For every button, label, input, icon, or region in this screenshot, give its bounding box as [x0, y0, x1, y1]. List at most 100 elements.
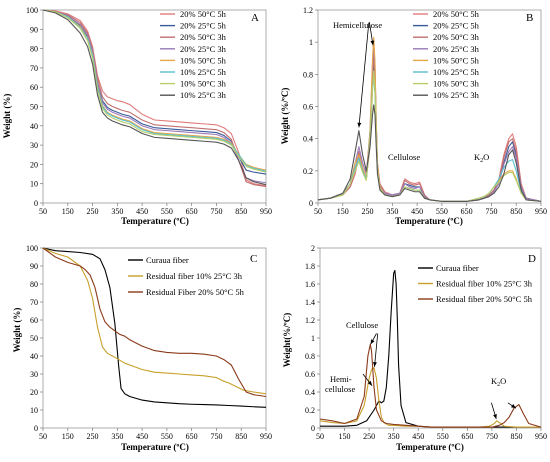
legend-entry: 20% 25°C 3h — [180, 44, 227, 54]
legend-entry: 10% 50°C 3h — [433, 79, 480, 89]
panel-d: D Weight(%/ºC) Temperature (ºC) Cellulos… — [282, 244, 547, 452]
x-tick-label: 950 — [535, 432, 547, 441]
x-tick-label: 750 — [210, 207, 222, 216]
x-tick-label: 950 — [260, 432, 272, 441]
y-axis-title: Weight (%) — [12, 308, 22, 353]
y-axis-title: Weight(%/ºC) — [282, 313, 292, 367]
x-tick-label: 550 — [436, 207, 448, 216]
legend-entry: 20% 50°C 5h — [180, 9, 227, 19]
y-tick-label: 0.2 — [303, 167, 313, 176]
y-tick-label: 0 — [34, 199, 38, 208]
y-tick-label: 40 — [30, 352, 38, 361]
x-tick-label: 50 — [316, 432, 324, 441]
x-tick-label: 950 — [535, 207, 547, 216]
legend-entry: Residual fiber 20% 50°C 5h — [436, 294, 533, 304]
y-tick-label: 60 — [30, 83, 38, 92]
x-tick-label: 750 — [486, 432, 498, 441]
series-line-4 — [42, 9, 267, 184]
y-tick-label: 1.2 — [305, 316, 315, 325]
k2o-tail: O — [500, 376, 506, 386]
y-tick-label: 80 — [30, 280, 38, 289]
x-axis-title: Temperature (ºC) — [121, 442, 189, 452]
series-line-3 — [319, 343, 542, 428]
y-tick-label: 0 — [34, 424, 38, 433]
y-tick-label: 70 — [30, 298, 38, 307]
annotation-arrow — [358, 22, 370, 128]
y-tick-label: 0 — [311, 424, 315, 433]
y-tick-label: 50 — [30, 103, 38, 112]
panel-a: A Weight (%) Temperature (ºC) 50 150 250 35… — [2, 6, 272, 226]
x-tick-label: 450 — [136, 207, 148, 216]
legend-entry: 10% 50°C 5h — [180, 55, 227, 65]
x-tick-label: 350 — [111, 207, 123, 216]
panel-c: C Weight (%) Temperature (ºC) 50 150 250 35… — [12, 244, 272, 452]
legend-entry: 10% 25°C 5h — [180, 67, 227, 77]
k2o-label: K2O — [491, 376, 506, 388]
annotation-arrow — [374, 333, 379, 367]
x-tick-label: 150 — [62, 432, 74, 441]
k2o-tail: O — [483, 152, 489, 162]
y-tick-label: 30 — [30, 141, 38, 150]
y-tick-label: 70 — [30, 64, 38, 73]
series-line-3 — [42, 247, 267, 398]
y-tick-label: 10 — [30, 180, 38, 189]
x-tick-label: 550 — [437, 432, 449, 441]
k2o-subscript: 2 — [480, 158, 483, 164]
series-line-7 — [317, 70, 542, 202]
x-tick-label: 350 — [386, 207, 398, 216]
y-tick-label: 1 — [309, 38, 313, 47]
y-axis-title: Weight (%/ºC) — [280, 88, 290, 145]
plot-frame — [42, 9, 267, 204]
x-tick-label: 450 — [136, 432, 148, 441]
y-tick-label: 0.4 — [305, 388, 315, 397]
panel-label: A — [251, 12, 259, 24]
series-line-7 — [42, 9, 267, 173]
legend-entry: Curaua fiber — [436, 263, 479, 273]
x-tick-label: 550 — [161, 432, 173, 441]
x-tick-label: 350 — [388, 432, 400, 441]
x-tick-label: 150 — [62, 207, 74, 216]
x-tick-label: 750 — [485, 207, 497, 216]
panel-label: C — [250, 253, 257, 265]
x-tick-label: 850 — [510, 432, 522, 441]
y-tick-label: 60 — [30, 316, 38, 325]
y-tick-label: 100 — [26, 6, 38, 15]
y-tick-label: 30 — [30, 370, 38, 379]
y-tick-label: 0.2 — [305, 406, 315, 415]
x-tick-label: 50 — [39, 432, 47, 441]
hemicellulose-label-line1: Hemi- — [330, 374, 352, 384]
y-tick-label: 20 — [30, 160, 38, 169]
x-tick-label: 750 — [210, 432, 222, 441]
y-tick-label: 0.8 — [305, 352, 315, 361]
legend-entry: 10% 50°C 3h — [180, 79, 227, 89]
legend-entry: 20% 50°C 5h — [433, 9, 480, 19]
x-tick-label: 650 — [461, 432, 473, 441]
x-tick-label: 250 — [87, 432, 99, 441]
y-tick-label: 90 — [30, 262, 38, 271]
y-tick-label: 0.6 — [303, 103, 313, 112]
legend-entry: 20% 50°C 3h — [180, 32, 227, 42]
x-tick-label: 350 — [111, 432, 123, 441]
x-tick-label: 650 — [186, 207, 198, 216]
y-tick-label: 2 — [311, 244, 315, 253]
series-line-5 — [317, 36, 542, 202]
legend-entry: Residual fiber 10% 25°C 3h — [146, 271, 243, 281]
arrow-head — [373, 362, 377, 367]
legend-entry: 20% 25°C 3h — [433, 44, 480, 54]
x-axis-title: Temperature (ºC) — [121, 216, 189, 226]
x-tick-label: 250 — [363, 432, 375, 441]
series-line-1 — [42, 247, 267, 408]
x-tick-label: 450 — [411, 207, 423, 216]
legend-entry: 10% 25°C 3h — [433, 90, 480, 100]
x-tick-label: 950 — [260, 207, 272, 216]
y-tick-label: 90 — [30, 25, 38, 34]
legend-entry: 20% 25°C 5h — [433, 21, 480, 31]
y-tick-label: 0 — [309, 199, 313, 208]
y-tick-label: 1.6 — [305, 280, 315, 289]
panel-b: B Weight (%/ºC) Temperature (ºC) Hemicel… — [280, 6, 547, 226]
series-line-2 — [42, 247, 267, 395]
legend-entry: Residual Fiber 20% 50°C 5h — [146, 287, 245, 297]
plot-frame — [319, 247, 542, 429]
series-line-1 — [42, 9, 267, 187]
legend-entry: 20% 50°C 3h — [433, 32, 480, 42]
